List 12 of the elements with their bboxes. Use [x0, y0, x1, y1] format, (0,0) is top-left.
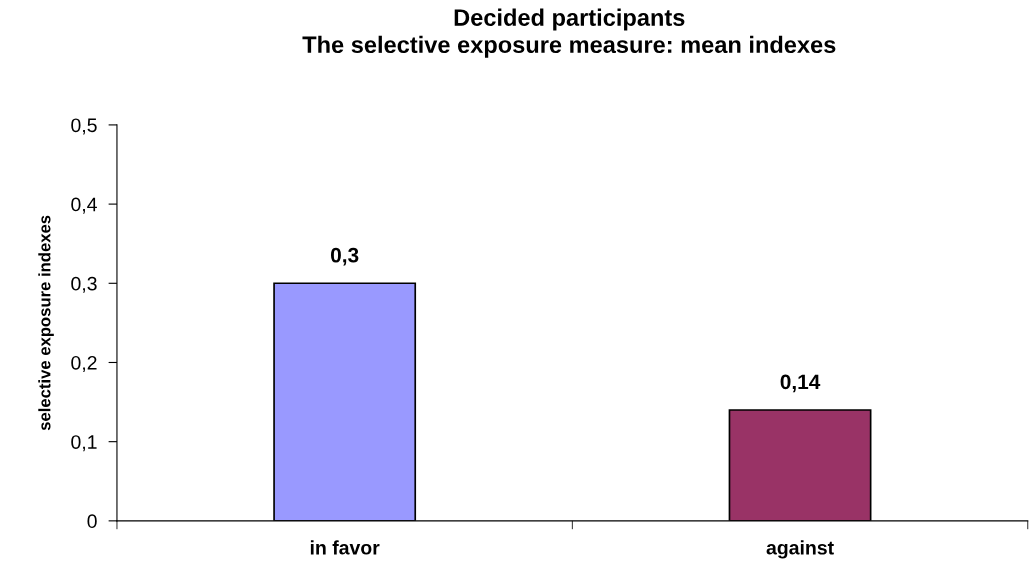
y-axis-title: selective exposure indexes [38, 215, 54, 431]
chart-title: Decided participants The selective exposure measure: mean indexes [302, 8, 836, 58]
data-label: 0,3 [331, 247, 359, 266]
y-tick-label: 0 [87, 514, 97, 529]
x-tick-label: in favor [310, 540, 380, 555]
y-tick-label: 0,1 [71, 435, 97, 452]
data-label: 0,14 [780, 374, 821, 393]
y-tick-label: 0,2 [71, 355, 97, 373]
y-tick-label: 0,4 [71, 197, 97, 214]
x-tick-label: against [766, 540, 834, 559]
y-tick-label: 0,3 [71, 276, 97, 293]
y-tick-label: 0,5 [71, 118, 97, 135]
